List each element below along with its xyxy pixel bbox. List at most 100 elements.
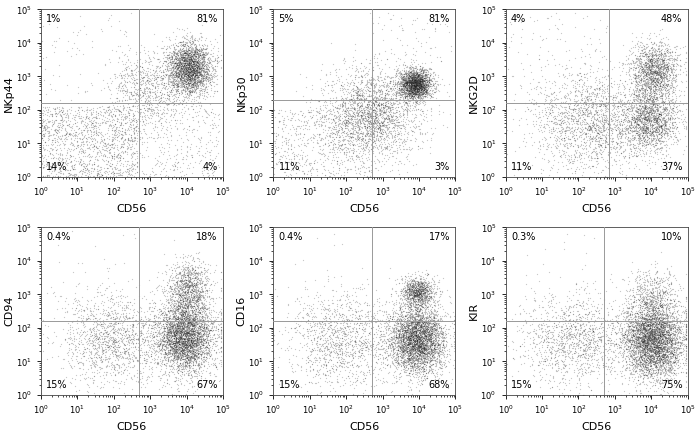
Point: [175, 38, 186, 45]
Point: [160, 268, 172, 275]
Point: [136, 344, 147, 351]
Point: [186, 80, 197, 87]
Point: [183, 51, 194, 58]
Point: [199, 281, 210, 288]
Point: [636, 64, 648, 71]
Point: [75, 134, 86, 141]
Point: [655, 122, 666, 129]
Point: [112, 151, 123, 158]
Point: [391, 325, 402, 332]
Point: [203, 347, 214, 354]
Point: [172, 337, 183, 344]
Point: [193, 57, 204, 64]
Point: [350, 135, 361, 142]
Point: [643, 359, 654, 366]
Point: [658, 290, 669, 296]
Point: [412, 288, 423, 295]
Point: [422, 330, 433, 337]
Point: [197, 56, 209, 63]
Point: [199, 67, 210, 74]
Point: [191, 329, 202, 336]
Point: [181, 339, 193, 346]
Point: [172, 76, 183, 83]
Point: [170, 327, 181, 334]
Point: [314, 347, 325, 354]
Point: [318, 350, 330, 357]
Point: [594, 78, 605, 85]
Point: [145, 350, 156, 357]
Point: [428, 347, 440, 354]
Point: [368, 53, 379, 60]
Point: [92, 336, 104, 343]
Point: [428, 85, 440, 92]
Point: [430, 85, 441, 92]
Point: [200, 330, 211, 337]
Point: [555, 124, 566, 131]
Point: [191, 333, 202, 340]
Point: [568, 143, 579, 150]
Point: [645, 330, 656, 337]
Point: [407, 73, 418, 80]
Point: [416, 347, 428, 354]
Point: [410, 313, 421, 320]
Point: [558, 151, 569, 158]
Point: [389, 138, 400, 145]
Point: [183, 105, 194, 112]
Point: [410, 334, 421, 341]
Point: [113, 320, 124, 327]
Point: [309, 346, 321, 353]
Point: [182, 56, 193, 63]
Point: [643, 341, 654, 348]
Point: [214, 378, 225, 385]
Point: [360, 139, 372, 146]
Point: [628, 119, 639, 126]
Point: [95, 25, 106, 32]
Point: [323, 323, 335, 330]
Point: [183, 339, 195, 346]
Point: [182, 51, 193, 58]
Point: [423, 349, 434, 356]
Point: [661, 66, 672, 73]
Point: [634, 365, 645, 372]
Point: [185, 348, 196, 355]
Point: [178, 54, 189, 61]
Point: [652, 348, 664, 355]
Point: [549, 335, 560, 342]
Point: [342, 392, 353, 399]
Point: [581, 13, 592, 20]
Point: [411, 69, 422, 76]
Point: [392, 318, 403, 325]
Point: [415, 293, 426, 300]
Point: [410, 110, 421, 117]
Point: [176, 80, 187, 87]
Point: [637, 140, 648, 146]
Point: [182, 283, 193, 290]
Point: [358, 146, 370, 153]
Point: [589, 351, 600, 358]
Point: [637, 378, 648, 385]
Point: [647, 332, 658, 339]
Point: [419, 66, 430, 73]
Point: [194, 332, 205, 339]
Point: [405, 288, 416, 295]
Point: [51, 104, 62, 111]
Point: [65, 139, 76, 146]
Point: [416, 272, 427, 279]
Point: [105, 109, 116, 116]
Point: [390, 332, 401, 339]
Point: [653, 111, 664, 118]
Point: [210, 80, 221, 87]
Point: [626, 340, 638, 347]
Point: [640, 51, 651, 58]
Point: [640, 63, 652, 70]
Point: [202, 129, 214, 136]
Point: [389, 326, 400, 333]
Point: [103, 111, 114, 118]
Point: [656, 93, 667, 100]
Point: [608, 341, 620, 348]
Point: [399, 340, 410, 347]
Point: [412, 346, 423, 353]
Point: [416, 298, 428, 305]
Point: [344, 116, 356, 123]
Point: [118, 336, 129, 343]
